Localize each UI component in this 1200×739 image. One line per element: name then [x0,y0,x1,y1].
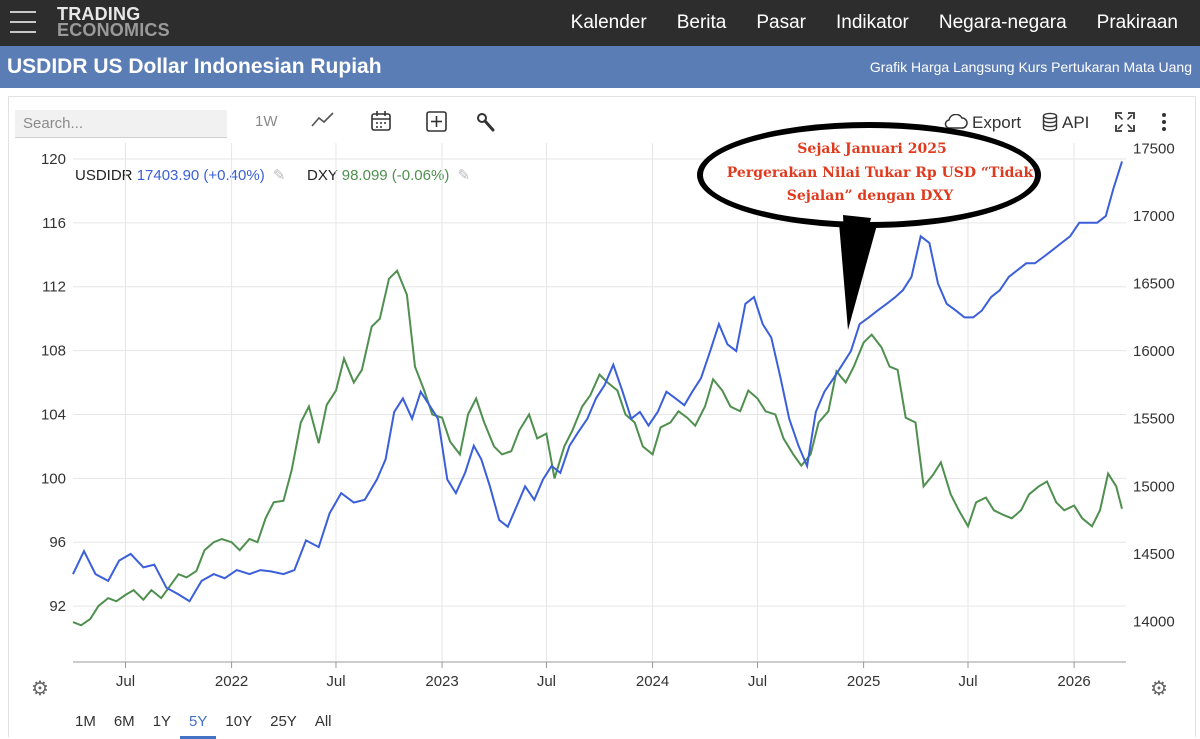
range-tab-6m[interactable]: 6M [113,713,135,730]
export-icon[interactable] [944,114,968,130]
left-axis-tick-label: 92 [49,598,66,615]
x-axis-tick-label: 2022 [215,673,248,690]
top-nav-bar: TRADING ECONOMICS Kalender Berita Pasar … [0,0,1200,46]
nav-item-berita[interactable]: Berita [676,12,727,33]
gear-icon[interactable]: ⚙ [1150,678,1168,700]
wrench-icon[interactable] [476,112,496,134]
gear-icon[interactable]: ⚙ [31,678,49,700]
x-axis-tick-label: Jul [116,673,135,690]
legend-dxy-name: DXY [307,167,338,184]
left-axis-tick-label: 104 [41,406,66,423]
left-axis-tick-label: 100 [41,470,66,487]
legend-dxy[interactable]: DXY 98.099 (-0.06%) ✎ [307,166,470,184]
x-axis-tick-label: 2026 [1057,673,1090,690]
nav-item-prakiraan[interactable]: Prakiraan [1096,12,1178,33]
left-axis-tick-label: 108 [41,343,66,360]
page-title: USDIDR US Dollar Indonesian Rupiah [7,55,382,78]
left-axis-tick-label: 96 [49,534,66,551]
left-axis-tick-label: 120 [41,151,66,168]
menu-icon[interactable] [10,11,36,33]
nav-item-negara[interactable]: Negara-negara [938,12,1067,33]
main-nav: Kalender Berita Pasar Indikator Negara-n… [571,0,1200,46]
legend-dxy-value: 98.099 (-0.06%) [341,167,450,184]
fullscreen-icon[interactable] [1114,111,1136,133]
chart-type-icon[interactable] [310,110,336,130]
usdidr-series-line [72,161,1123,603]
annotation-line3: Sejalan” dengan DXY [787,188,954,204]
right-axis-tick-label: 16000 [1133,343,1175,360]
right-axis-tick-label: 17500 [1133,140,1175,157]
right-axis-tick-label: 17000 [1133,208,1175,225]
range-tab-1m[interactable]: 1M [75,713,96,730]
x-axis-tick-label: 2024 [636,673,669,690]
left-axis-tick-label: 112 [42,279,66,296]
annotation-line2: Pergerakan Nilai Tukar Rp USD “Tidak [727,165,1034,181]
annotation-callout: Sejak Januari 2025 Pergerakan Nilai Tuka… [697,122,1041,330]
range-tab-all[interactable]: All [314,713,332,730]
logo-line1: TRADING [57,4,141,24]
x-axis-tick-label: 2025 [847,673,880,690]
range-tab-25y[interactable]: 25Y [270,713,297,730]
legend-usdidr[interactable]: USDIDR 17403.90 (+0.40%) ✎ [75,166,285,184]
add-series-icon[interactable] [426,111,447,132]
legend-usdidr-name: USDIDR [75,167,133,184]
range-tab-10y[interactable]: 10Y [225,713,253,730]
range-tabs: 1M 6M 1Y 5Y 10Y 25Y All [66,708,340,739]
left-axis-tick-label: 116 [42,215,66,232]
range-tab-1y[interactable]: 1Y [152,713,172,730]
nav-item-pasar[interactable]: Pasar [756,12,806,33]
x-axis-tick-label: Jul [958,673,977,690]
database-icon[interactable] [1042,112,1058,132]
right-axis-tick-label: 16500 [1133,276,1175,293]
api-button[interactable]: API [1062,113,1090,132]
x-axis-tick-label: 2023 [425,673,458,690]
calendar-icon[interactable] [370,110,392,132]
edit-icon[interactable]: ✎ [272,167,286,184]
export-button[interactable]: Export [972,113,1022,132]
right-axis-tick-label: 14000 [1133,613,1175,630]
search-input[interactable] [15,110,227,138]
nav-item-kalender[interactable]: Kalender [570,12,647,33]
right-axis-tick-label: 15500 [1133,411,1175,428]
logo[interactable]: TRADING ECONOMICS [57,4,170,40]
x-axis-tick-label: Jul [537,673,556,690]
right-axis-tick-label: 15000 [1133,478,1175,495]
nav-item-indikator[interactable]: Indikator [835,12,909,33]
right-axis-tick-label: 14500 [1133,546,1175,563]
legend-usdidr-value: 17403.90 (+0.40%) [136,167,265,184]
page-subtitle: Grafik Harga Langsung Kurs Pertukaran Ma… [869,59,1192,75]
interval-select[interactable]: 1W [255,113,278,130]
x-axis-tick-label: Jul [326,673,345,690]
dxy-series-line [72,269,1123,627]
title-bar: USDIDR US Dollar Indonesian Rupiah Grafi… [0,46,1200,88]
x-axis-tick-label: Jul [748,673,767,690]
more-options-icon[interactable] [1160,112,1168,132]
logo-line2: ECONOMICS [57,20,170,40]
annotation-line1: Sejak Januari 2025 [797,141,946,157]
edit-icon[interactable]: ✎ [457,167,471,184]
range-tab-5y[interactable]: 5Y [180,708,217,739]
